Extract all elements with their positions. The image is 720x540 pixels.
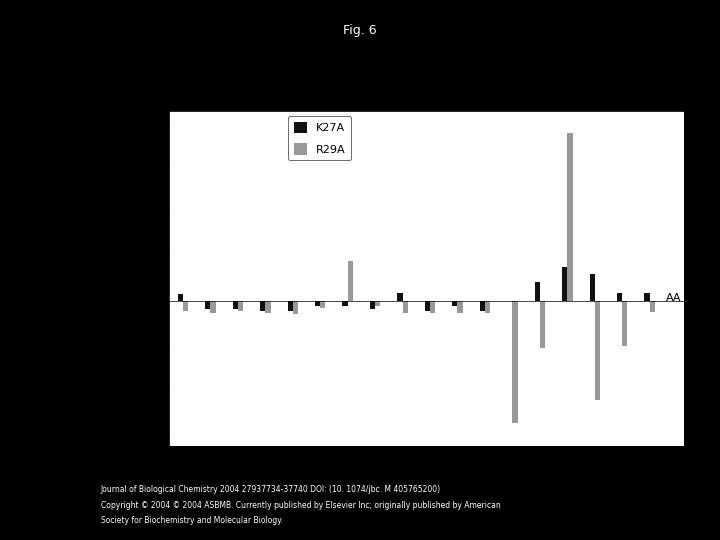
Bar [205, 301, 210, 309]
Bar [265, 301, 271, 313]
Bar [535, 282, 540, 301]
Bar [402, 301, 408, 313]
Bar [370, 301, 375, 309]
Bar [590, 274, 595, 301]
Bar [315, 301, 320, 306]
Bar [644, 293, 649, 301]
Bar [425, 301, 430, 310]
Bar [375, 301, 380, 306]
Text: Journal of Biological Chemistry 2004 27937734-37740 DOI: (10. 1074/jbc. M 405765: Journal of Biological Chemistry 2004 279… [101, 485, 441, 494]
Bar [238, 301, 243, 310]
Text: Society for Biochemistry and Molecular Biology.: Society for Biochemistry and Molecular B… [101, 516, 283, 525]
Bar [260, 301, 265, 310]
Y-axis label: Chemical shift differences (ppm): Chemical shift differences (ppm) [127, 198, 137, 358]
Bar [485, 301, 490, 313]
Bar [210, 301, 215, 313]
Bar [287, 301, 293, 310]
Text: Copyright © 2004 © 2004 ASBMB. Currently published by Elsevier Inc; originally p: Copyright © 2004 © 2004 ASBMB. Currently… [101, 501, 500, 510]
Legend: K27A, R29A: K27A, R29A [288, 116, 351, 160]
Bar [595, 301, 600, 400]
Bar [480, 301, 485, 310]
Text: Fig. 6: Fig. 6 [343, 24, 377, 37]
Bar [649, 301, 655, 312]
Bar [562, 267, 567, 301]
Bar [567, 133, 572, 301]
Bar [430, 301, 436, 313]
Bar [178, 294, 183, 301]
Bar [513, 301, 518, 423]
Bar [457, 301, 463, 313]
Bar [397, 293, 402, 301]
Bar [343, 301, 348, 306]
Bar [293, 301, 298, 314]
Bar [452, 301, 457, 306]
Bar [617, 293, 622, 301]
Bar [348, 261, 353, 301]
Bar [622, 301, 627, 346]
Text: AA: AA [666, 293, 682, 303]
Bar [320, 301, 325, 307]
Bar [183, 301, 188, 310]
Bar [540, 301, 545, 348]
Bar [233, 301, 238, 309]
